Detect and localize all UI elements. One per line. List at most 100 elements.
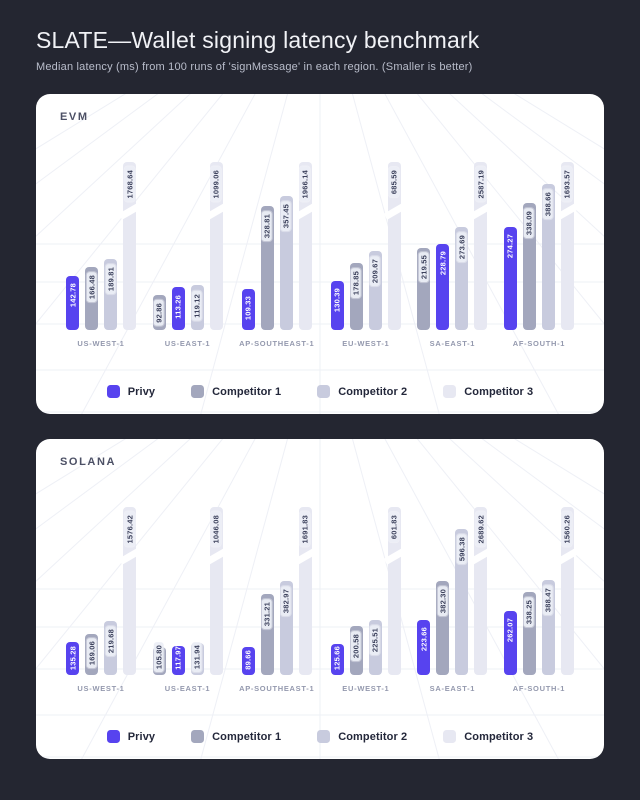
bar-value-label: 166.48 [86, 272, 97, 303]
bar-slot-privy-us-west-1: 142.78 [66, 125, 79, 330]
bar-slot-competitor-2-us-west-1: 189.81 [104, 125, 117, 330]
legend-item-privy[interactable]: Privy [106, 385, 155, 398]
bar-group-us-east-1: 92.86 113.26 119.12 1099.06 US-EAST-1 [152, 125, 227, 348]
solana-chart-card: SOLANA 135.28 169.06 219.68 1576.42 US-WEST-… [36, 439, 604, 759]
bar-slot-competitor-1-us-west-1: 166.48 [85, 125, 98, 330]
bar-group-eu-west-1: 130.39 178.85 209.67 685.59 EU-WEST-1 [330, 125, 406, 348]
bar-slot-competitor-3-us-east-1: 1046.08 [205, 470, 227, 675]
bar-value-label: 200.58 [351, 630, 362, 661]
bar-slot-privy-af-south-1: 262.07 [503, 470, 517, 675]
bar-value-label: 169.06 [86, 638, 97, 669]
bar-slot-competitor-3-eu-west-1: 685.59 [383, 125, 406, 330]
privy-bar-us-west-1 [66, 641, 79, 675]
legend-label: Competitor 2 [338, 730, 408, 743]
x-axis-label-sa-east-1: SA-EAST-1 [429, 339, 476, 348]
legend-label: Competitor 3 [464, 385, 534, 398]
bar-slot-competitor-1-af-south-1: 338.09 [522, 125, 536, 330]
competitor-3-bar-ap-southeast-1 [298, 162, 312, 330]
bar-value-label: 1768.64 [124, 167, 135, 202]
bar-value-label: 113.26 [173, 294, 183, 319]
legend-item-competitor-3[interactable]: Competitor 3 [443, 385, 533, 398]
bar-slot-competitor-2-us-east-1: 131.94 [190, 470, 204, 675]
bar-value-label: 189.81 [105, 263, 116, 294]
bar-value-label: 382.30 [438, 586, 448, 617]
legend-item-competitor-2[interactable]: Competitor 2 [317, 385, 407, 398]
bar-value-label: 89.66 [243, 650, 253, 670]
bar-value-label: 225.51 [370, 624, 381, 655]
bars-us-west-1: 135.28 169.06 219.68 1576.42 [66, 470, 141, 675]
bar-value-label: 328.81 [262, 211, 272, 242]
privy-bar-af-south-1 [503, 610, 517, 675]
bar-group-sa-east-1: 219.55 228.79 273.69 2587.19 SA-EAST-1 [417, 125, 492, 348]
solana-chart: 135.28 169.06 219.68 1576.42 US-WEST-1 105.80… [66, 487, 579, 693]
legend-label: Competitor 2 [338, 385, 408, 398]
page-header: SLATE—Wallet signing latency benchmark M… [0, 0, 640, 73]
bar-slot-privy-sa-east-1: 223.66 [417, 470, 431, 675]
page-subtitle: Median latency (ms) from 100 runs of 'si… [36, 61, 473, 73]
bar-value-label: 228.79 [438, 250, 448, 276]
competitor-3-bar-eu-west-1 [387, 162, 401, 330]
privy-bar-us-east-1 [171, 287, 185, 330]
competitor-3-bar-ap-southeast-1 [298, 507, 312, 675]
legend-item-competitor-1[interactable]: Competitor 1 [191, 385, 281, 398]
legend-swatch-icon [106, 385, 120, 398]
bar-value-label: 178.85 [351, 267, 362, 298]
bar-value-label: 338.25 [524, 597, 535, 628]
legend-item-competitor-3[interactable]: Competitor 3 [443, 730, 533, 743]
bar-slot-competitor-2-sa-east-1: 273.69 [455, 125, 469, 330]
bar-group-af-south-1: 274.27 338.09 388.66 1693.57 AF-SOUTH-1 [503, 125, 579, 348]
evm-chart: 142.78 166.48 189.81 1768.64 US-WEST-1 92.86 1… [66, 142, 579, 348]
privy-bar-us-east-1 [171, 646, 185, 675]
legend-label: Competitor 3 [464, 730, 534, 743]
bar-value-label: 596.38 [457, 533, 467, 564]
bar-value-label: 338.09 [524, 207, 535, 238]
bars-eu-west-1: 125.66 200.58 225.51 601.83 [330, 470, 406, 675]
bar-slot-competitor-2-ap-southeast-1: 357.45 [279, 125, 293, 330]
bar-slot-competitor-2-af-south-1: 388.66 [541, 125, 555, 330]
bar-slot-competitor-2-sa-east-1: 596.38 [455, 470, 469, 675]
bar-value-label: 109.33 [243, 295, 253, 320]
bar-slot-competitor-3-af-south-1: 1693.57 [556, 125, 579, 330]
bar-value-label: 105.80 [154, 641, 164, 672]
bar-value-label: 601.83 [389, 511, 400, 542]
privy-bar-sa-east-1 [417, 620, 431, 675]
privy-bar-af-south-1 [503, 226, 517, 330]
evm-chart-card: EVM 142.78 166.48 189.81 1768.64 US-WEST-1 92… [36, 94, 604, 414]
bar-slot-competitor-3-ap-southeast-1: 1691.83 [294, 470, 317, 675]
bar-value-label: 117.97 [173, 646, 183, 670]
bar-value-label: 142.78 [67, 283, 77, 308]
legend-item-competitor-1[interactable]: Competitor 1 [191, 730, 281, 743]
bars-sa-east-1: 219.55 228.79 273.69 2587.19 [417, 125, 492, 330]
bar-value-label: 209.67 [370, 256, 381, 287]
bar-slot-competitor-1-us-east-1: 105.80 [152, 470, 166, 675]
bar-slot-competitor-3-eu-west-1: 601.83 [383, 470, 406, 675]
privy-bar-eu-west-1 [330, 644, 344, 675]
bar-value-label: 223.66 [419, 627, 429, 652]
competitor-3-bar-af-south-1 [560, 162, 574, 330]
bar-slot-privy-eu-west-1: 130.39 [330, 125, 344, 330]
competitor-3-bar-us-west-1 [123, 507, 136, 675]
bar-group-af-south-1: 262.07 338.25 388.47 1560.26 AF-SOUTH-1 [503, 470, 579, 693]
bar-slot-competitor-2-ap-southeast-1: 382.97 [279, 470, 293, 675]
solana-card-title: SOLANA [60, 456, 117, 468]
bar-value-label: 125.66 [332, 645, 342, 670]
x-axis-label-us-east-1: US-EAST-1 [164, 684, 211, 693]
bar-value-label: 119.12 [192, 290, 202, 321]
bar-slot-competitor-2-us-west-1: 219.68 [104, 470, 117, 675]
bar-slot-competitor-3-af-south-1: 1560.26 [556, 470, 579, 675]
bars-sa-east-1: 223.66 382.30 596.38 2689.62 [417, 470, 492, 675]
bar-group-ap-southeast-1: 89.66 331.21 382.97 1691.83 AP-SOUTHEAST-1 [239, 470, 317, 693]
bar-slot-competitor-3-us-west-1: 1576.42 [118, 470, 141, 675]
bar-group-eu-west-1: 125.66 200.58 225.51 601.83 EU-WEST-1 [330, 470, 406, 693]
legend-item-privy[interactable]: Privy [106, 730, 155, 743]
legend-swatch-icon [106, 730, 120, 743]
bar-slot-competitor-1-eu-west-1: 178.85 [349, 125, 363, 330]
bar-value-label: 2587.19 [476, 167, 486, 202]
legend-label: Competitor 1 [212, 385, 282, 398]
bars-eu-west-1: 130.39 178.85 209.67 685.59 [330, 125, 406, 330]
bar-slot-competitor-1-us-east-1: 92.86 [152, 125, 166, 330]
bar-slot-competitor-3-ap-southeast-1: 1966.14 [294, 125, 317, 330]
legend-item-competitor-2[interactable]: Competitor 2 [317, 730, 407, 743]
bar-slot-competitor-3-sa-east-1: 2689.62 [470, 470, 492, 675]
bar-slot-competitor-2-eu-west-1: 209.67 [368, 125, 382, 330]
